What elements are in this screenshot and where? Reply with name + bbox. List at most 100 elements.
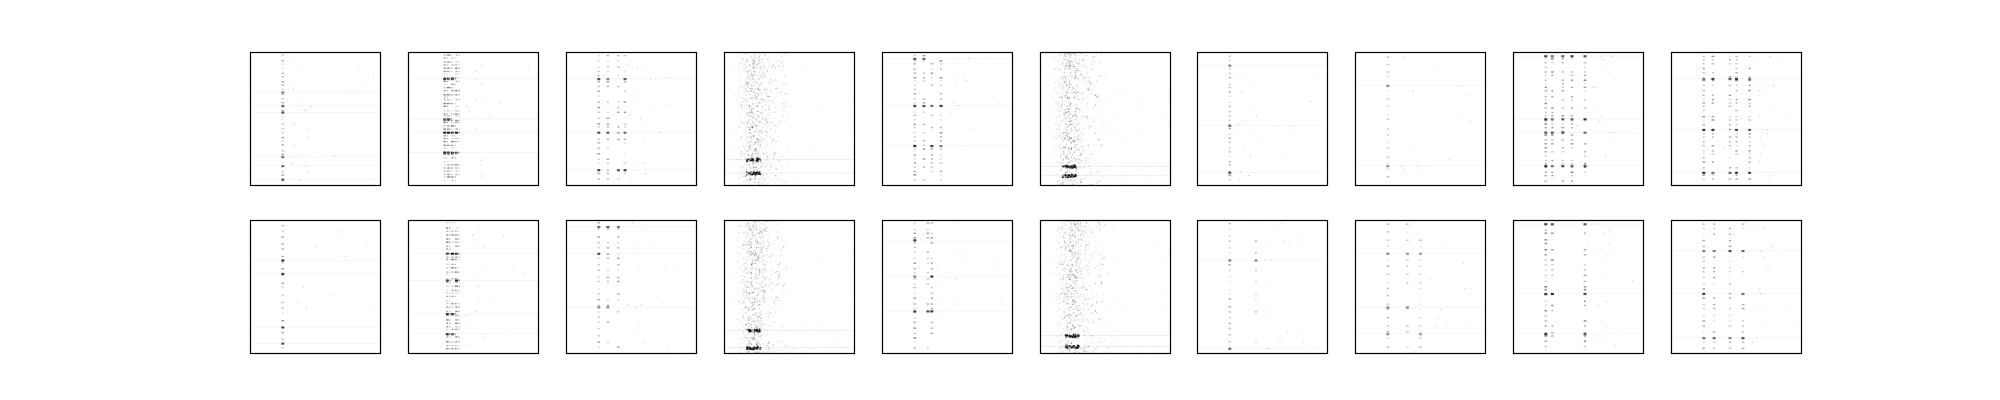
heatmap-cell [1068,93,1070,95]
heatmap-cell [1066,111,1068,113]
heatmap-cell [1046,152,1048,154]
heatmap-cell [724,70,726,72]
heatmap-cell [447,98,450,101]
heatmap-cell [1083,149,1085,152]
heatmap-cell [752,234,754,236]
heatmap-cell [1072,64,1074,66]
heatmap-cell [749,168,752,170]
heatmap-cell [1096,96,1098,98]
heatmap-cell [281,248,285,250]
heatmap-cell [742,130,744,132]
heatmap-cell [765,104,767,106]
heatmap-cell [1154,172,1156,174]
heatmap-cell [1047,87,1049,88]
heatmap-cell [1062,140,1064,142]
heatmap-cell [1052,92,1054,94]
heatmap-cell [454,138,456,140]
heatmap-cell [753,162,755,164]
heatmap-cell [1702,174,1705,176]
heatmap-cell [750,306,752,308]
heatmap-cell [742,275,745,277]
heatmap-cell [763,254,765,256]
heatmap-cell [446,336,449,338]
heatmap-cell [1082,139,1084,141]
heatmap-cell [815,109,816,110]
heatmap-cell [786,291,788,293]
heatmap-cell [773,293,776,295]
heatmap-cell [749,163,750,165]
panel-marks [724,52,855,186]
heatmap-cell [1067,166,1069,168]
heatmap-cell [1079,139,1081,141]
heatmap-cell [1080,93,1082,95]
heatmap-cell [597,236,601,238]
heatmap-cell [748,340,750,342]
heatmap-cell [744,64,746,66]
heatmap-cell [742,293,744,295]
heatmap-cell [1062,150,1065,153]
heatmap-cell [754,173,756,176]
heatmap-cell [352,90,353,91]
heatmap-cell [757,158,760,160]
heatmap-cell [281,342,285,345]
heatmap-cell [754,81,757,83]
heatmap-cell [1082,77,1084,79]
heatmap-cell [754,221,756,223]
heatmap-cell [475,99,477,101]
heatmap-cell [1059,53,1060,55]
heatmap-cell [1063,114,1066,117]
heatmap-cell [738,150,740,152]
heatmap-cell [741,108,743,110]
heatmap-cell [783,55,784,56]
heatmap-cell [753,91,755,93]
heatmap-cell [742,57,744,59]
heatmap-cell [1065,172,1067,174]
heatmap-cell [1069,103,1071,105]
heatmap-cell [1561,123,1564,125]
heatmap-cell [767,329,769,331]
heatmap-cell [1728,136,1732,138]
heatmap-cell [1735,98,1738,101]
heatmap-cell [1544,96,1547,98]
heatmap-cell [1086,71,1087,72]
heatmap-cell [1074,108,1076,110]
heatmap-cell [1778,108,1780,109]
heatmap-cell [1065,146,1067,148]
heatmap-cell [1155,89,1156,90]
heatmap-cell [1097,96,1099,98]
heatmap-cell [768,106,770,108]
heatmap-cell [1088,86,1090,88]
heatmap-cell [446,141,449,143]
heatmap-cell [805,77,806,78]
heatmap-cell [736,318,738,321]
heatmap-cell [750,315,753,317]
heatmap-cell [1068,65,1070,67]
heatmap-cell [745,223,748,225]
heatmap-row-line [408,280,539,281]
heatmap-cell [763,317,765,319]
heatmap-cell [751,252,753,255]
heatmap-cell [822,105,824,107]
heatmap-cell [746,85,749,87]
heatmap-cell [747,323,749,325]
heatmap-cell [1083,65,1085,67]
heatmap-cell [449,245,451,247]
heatmap-cell [1054,111,1056,113]
heatmap-cell [1107,101,1108,102]
heatmap-cell [742,234,744,236]
heatmap-cell [764,119,766,121]
heatmap-cell [749,112,751,114]
heatmap-cell [1134,130,1135,131]
heatmap-panel [1670,51,1803,187]
heatmap-cell [759,140,761,142]
heatmap-cell [310,106,312,108]
heatmap-cell [1093,103,1096,105]
heatmap-cell [493,161,495,163]
heatmap-cell [735,287,737,289]
heatmap-cell [771,289,773,291]
heatmap-cell [1583,171,1587,173]
heatmap-cell [1079,178,1081,180]
heatmap-cell [1702,78,1706,81]
heatmap-cell [731,110,732,111]
heatmap-cell [812,86,813,87]
